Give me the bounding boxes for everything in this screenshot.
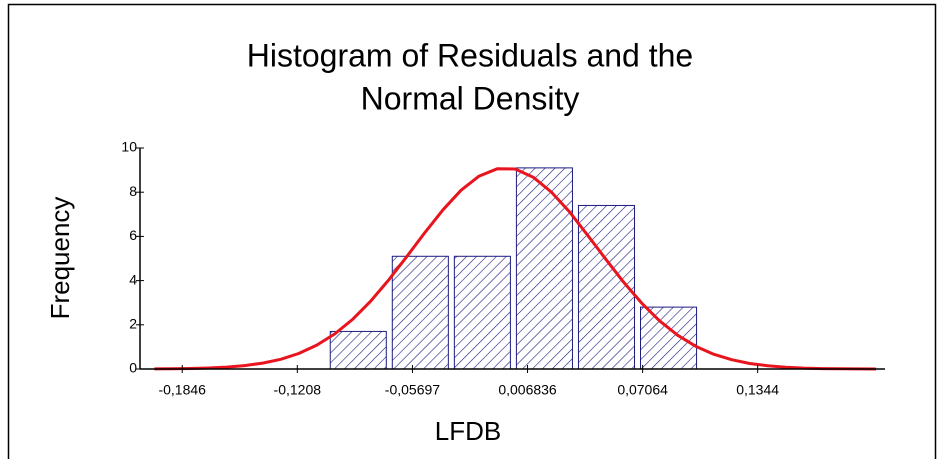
x-tick-label: -0,1846 bbox=[158, 382, 206, 398]
x-tick-label: 0,006836 bbox=[498, 382, 557, 398]
density-curve bbox=[154, 167, 877, 371]
x-tick-label: 0,07064 bbox=[617, 382, 668, 398]
x-tick-label: -0,05697 bbox=[385, 382, 440, 398]
y-tick-label: 4 bbox=[129, 271, 137, 287]
x-axis-label: LFDB bbox=[435, 416, 501, 446]
y-tick-label: 10 bbox=[121, 139, 137, 155]
bar bbox=[453, 255, 511, 370]
x-tick-label: -0,1208 bbox=[274, 382, 322, 398]
bar bbox=[329, 330, 387, 370]
bar bbox=[515, 167, 573, 370]
y-tick-label: 0 bbox=[129, 360, 137, 376]
frame bbox=[7, 3, 937, 459]
y-tick-label: 2 bbox=[129, 316, 137, 332]
y-axis-label: Frequency bbox=[45, 197, 75, 320]
x-tick-label: 0,1344 bbox=[736, 382, 779, 398]
bar bbox=[640, 306, 698, 370]
y-tick-label: 8 bbox=[129, 183, 137, 199]
chart-title: Normal Density bbox=[361, 80, 580, 116]
bar bbox=[391, 255, 449, 370]
y-tick-label: 6 bbox=[129, 227, 137, 243]
chart-title: Histogram of Residuals and the bbox=[247, 37, 693, 73]
